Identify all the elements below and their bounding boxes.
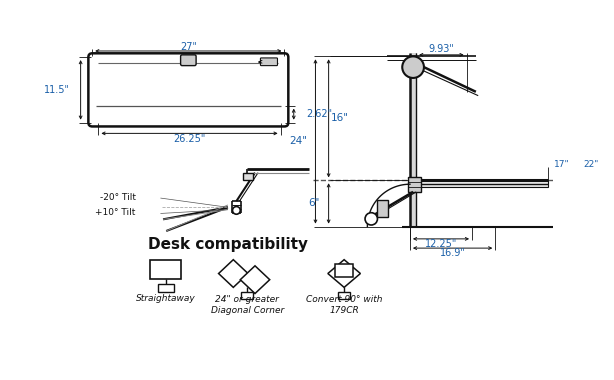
Text: -20° Tilt: -20° Tilt [99, 193, 136, 202]
Text: +10° Tilt: +10° Tilt [95, 208, 136, 217]
Text: 27": 27" [180, 42, 197, 52]
Text: 17": 17" [554, 160, 569, 169]
Text: 2.62": 2.62" [306, 109, 332, 119]
Polygon shape [240, 266, 270, 293]
Bar [158, 284, 174, 292]
Text: 9.93": 9.93" [429, 44, 454, 54]
Text: Convert 90° with
179CR: Convert 90° with 179CR [306, 295, 383, 315]
Text: Straightaway: Straightaway [136, 294, 196, 302]
FancyBboxPatch shape [243, 173, 254, 180]
Text: 16.9": 16.9" [440, 249, 465, 258]
Text: 12.25": 12.25" [425, 239, 457, 249]
FancyBboxPatch shape [260, 58, 278, 66]
Text: Desk compatibility: Desk compatibility [148, 237, 308, 252]
Text: 24" or greater
Diagonal Corner: 24" or greater Diagonal Corner [211, 295, 284, 315]
Text: 16": 16" [330, 113, 349, 124]
Polygon shape [328, 260, 360, 287]
FancyBboxPatch shape [92, 104, 284, 124]
Text: 24": 24" [290, 136, 308, 146]
Bar [338, 292, 351, 299]
Polygon shape [219, 260, 248, 287]
Text: 6": 6" [308, 198, 319, 209]
Circle shape [402, 56, 424, 78]
Bar [416, 180, 548, 187]
Bar [410, 53, 416, 226]
FancyBboxPatch shape [88, 53, 289, 127]
Text: 22": 22" [584, 160, 599, 169]
FancyBboxPatch shape [181, 55, 196, 66]
Text: 26.25": 26.25" [173, 134, 206, 144]
Bar [241, 292, 254, 299]
Text: 11.5": 11.5" [44, 85, 70, 95]
Circle shape [365, 213, 378, 225]
Circle shape [233, 206, 240, 214]
Bar [335, 264, 354, 277]
Bar [150, 260, 181, 279]
Bar [376, 200, 387, 217]
Bar [408, 176, 421, 192]
